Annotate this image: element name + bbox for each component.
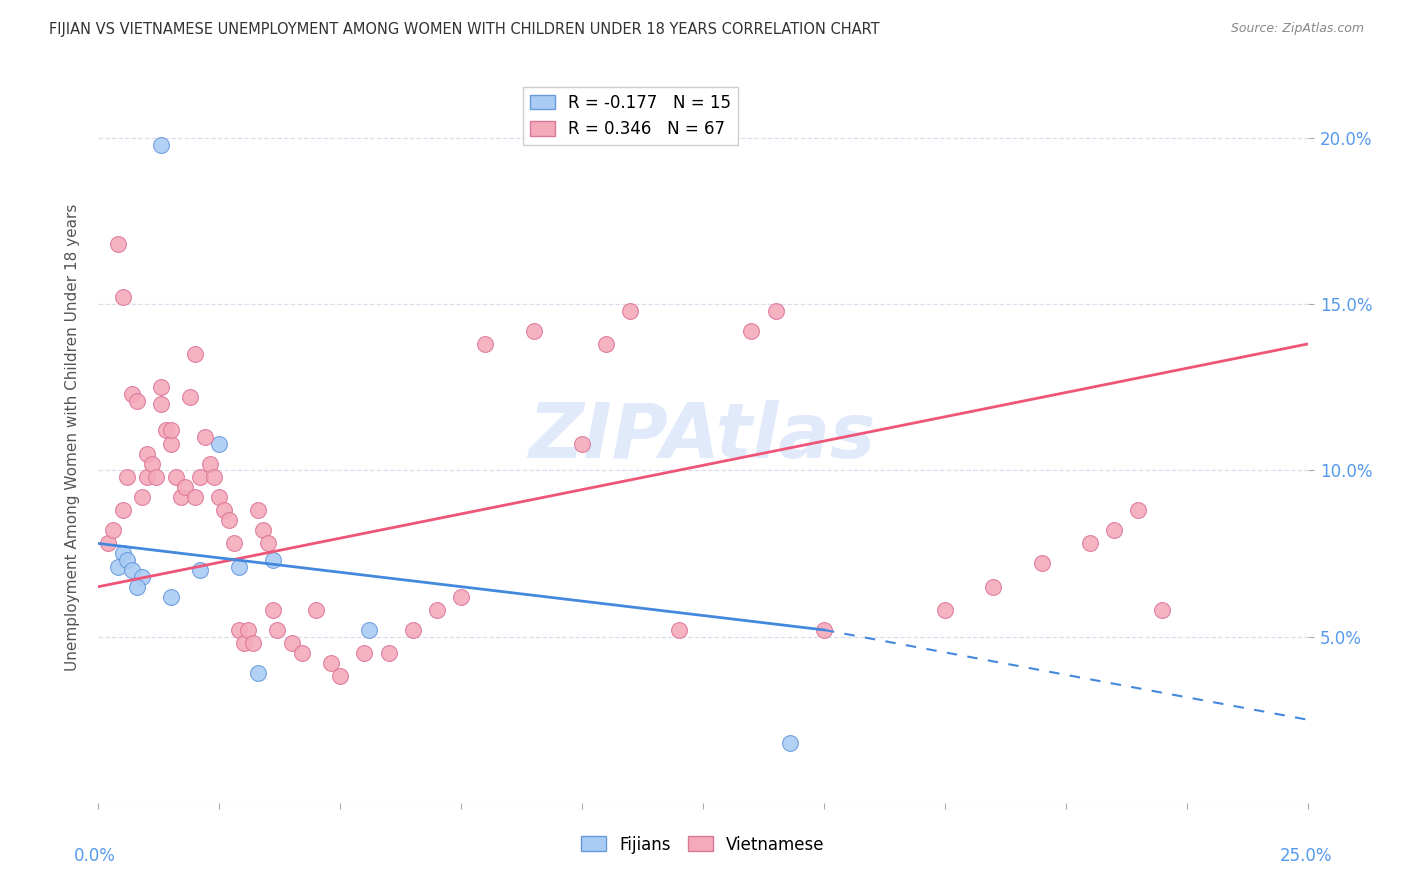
- Point: [111, 290, 134, 304]
- Point: [188, 563, 211, 577]
- Point: [256, 536, 278, 550]
- Point: [319, 656, 342, 670]
- Point: [238, 623, 260, 637]
- Point: [121, 387, 143, 401]
- Point: [247, 666, 270, 681]
- Point: [127, 393, 149, 408]
- Point: [1031, 557, 1053, 571]
- Point: [198, 457, 221, 471]
- Point: [117, 553, 139, 567]
- Text: 0.0%: 0.0%: [75, 847, 117, 864]
- Point: [426, 603, 449, 617]
- Point: [765, 303, 787, 318]
- Text: FIJIAN VS VIETNAMESE UNEMPLOYMENT AMONG WOMEN WITH CHILDREN UNDER 18 YEARS CORRE: FIJIAN VS VIETNAMESE UNEMPLOYMENT AMONG …: [49, 22, 880, 37]
- Point: [174, 480, 197, 494]
- Point: [1102, 523, 1125, 537]
- Point: [208, 436, 231, 450]
- Point: [523, 324, 546, 338]
- Point: [111, 546, 134, 560]
- Point: [281, 636, 304, 650]
- Point: [150, 137, 173, 152]
- Point: [668, 623, 690, 637]
- Point: [740, 324, 762, 338]
- Point: [474, 337, 496, 351]
- Point: [145, 470, 167, 484]
- Point: [131, 490, 153, 504]
- Point: [218, 513, 240, 527]
- Point: [135, 447, 157, 461]
- Point: [359, 623, 381, 637]
- Point: [252, 523, 274, 537]
- Point: [242, 636, 264, 650]
- Point: [184, 347, 207, 361]
- Point: [934, 603, 956, 617]
- Point: [212, 503, 235, 517]
- Point: [194, 430, 217, 444]
- Point: [135, 470, 157, 484]
- Point: [266, 623, 288, 637]
- Point: [290, 646, 312, 660]
- Text: 25.0%: 25.0%: [1279, 847, 1331, 864]
- Point: [450, 590, 472, 604]
- Point: [232, 636, 254, 650]
- Point: [779, 736, 801, 750]
- Legend: Fijians, Vietnamese: Fijians, Vietnamese: [575, 829, 831, 860]
- Point: [595, 337, 617, 351]
- Point: [97, 536, 120, 550]
- Point: [981, 580, 1004, 594]
- Point: [262, 603, 284, 617]
- Point: [184, 490, 207, 504]
- Point: [169, 490, 191, 504]
- Point: [160, 590, 183, 604]
- Point: [1128, 503, 1150, 517]
- Point: [127, 580, 149, 594]
- Point: [165, 470, 187, 484]
- Text: ZIPAtlas: ZIPAtlas: [529, 401, 877, 474]
- Point: [121, 563, 143, 577]
- Point: [813, 623, 835, 637]
- Point: [150, 380, 173, 394]
- Point: [228, 623, 250, 637]
- Point: [150, 397, 173, 411]
- Point: [160, 424, 183, 438]
- Point: [208, 490, 231, 504]
- Point: [107, 237, 129, 252]
- Point: [155, 424, 177, 438]
- Point: [117, 470, 139, 484]
- Point: [141, 457, 163, 471]
- Point: [101, 523, 124, 537]
- Point: [160, 436, 183, 450]
- Point: [179, 390, 201, 404]
- Point: [262, 553, 284, 567]
- Point: [571, 436, 593, 450]
- Point: [329, 669, 352, 683]
- Point: [222, 536, 245, 550]
- Point: [111, 503, 134, 517]
- Point: [402, 623, 425, 637]
- Point: [131, 570, 153, 584]
- Point: [619, 303, 641, 318]
- Point: [228, 559, 250, 574]
- Y-axis label: Unemployment Among Women with Children Under 18 years: Unemployment Among Women with Children U…: [65, 203, 80, 671]
- Point: [1078, 536, 1101, 550]
- Text: Source: ZipAtlas.com: Source: ZipAtlas.com: [1230, 22, 1364, 36]
- Point: [1152, 603, 1174, 617]
- Point: [247, 503, 270, 517]
- Point: [353, 646, 375, 660]
- Point: [188, 470, 211, 484]
- Point: [305, 603, 328, 617]
- Point: [377, 646, 399, 660]
- Point: [107, 559, 129, 574]
- Point: [204, 470, 226, 484]
